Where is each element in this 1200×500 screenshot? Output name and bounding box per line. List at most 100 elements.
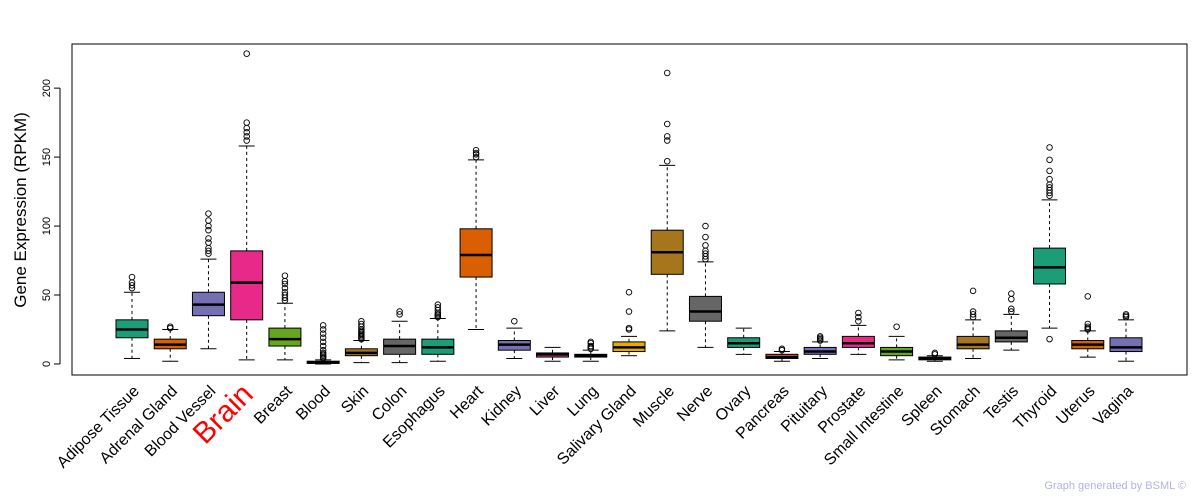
outlier-point — [1008, 305, 1015, 313]
outlier-point — [1046, 175, 1053, 183]
outlier-point — [166, 323, 174, 330]
outlier-point — [663, 69, 671, 77]
box-muscle — [650, 69, 684, 332]
x-tick-label: Kidney — [479, 383, 526, 430]
outlier-point — [358, 317, 365, 325]
box-ovary — [727, 327, 761, 355]
box-thyroid — [1033, 144, 1067, 343]
box-pancreas — [765, 345, 799, 362]
outlier-point — [243, 129, 250, 136]
box-lung — [574, 338, 608, 362]
outlier-point — [969, 311, 977, 318]
outlier-point — [1122, 311, 1130, 318]
y-tick-label: 50 — [41, 289, 53, 301]
outlier-point — [358, 320, 365, 328]
outlier-point — [587, 342, 595, 350]
outlier-point — [281, 284, 289, 292]
outlier-point — [1084, 320, 1092, 328]
outlier-point — [931, 349, 939, 357]
iqr-box — [956, 335, 990, 350]
iqr-box — [1033, 247, 1067, 285]
outlier-point — [434, 304, 442, 311]
outlier-point — [205, 210, 212, 217]
box-nerve — [688, 222, 722, 348]
iqr-box — [841, 335, 875, 348]
box-adrenal-gland — [153, 323, 187, 362]
x-tick-label: Liver — [527, 382, 564, 419]
outlier-point — [205, 247, 212, 255]
outlier-point — [319, 342, 327, 350]
footer-credit: Graph generated by BSML © — [1044, 480, 1186, 492]
y-axis: 0 50 100 150 200 — [41, 79, 61, 367]
outlier-point — [511, 317, 518, 325]
outlier-point — [855, 309, 862, 317]
outlier-point — [1046, 144, 1053, 151]
outlier-point — [702, 250, 709, 257]
box-blood-vessel — [191, 210, 225, 350]
outlier-point — [816, 333, 824, 340]
outlier-point — [1084, 323, 1092, 330]
outlier-point — [702, 222, 709, 230]
outlier-point — [243, 137, 250, 144]
outlier-point — [319, 338, 327, 346]
outlier-point — [243, 119, 250, 126]
outlier-point — [702, 233, 709, 241]
outlier-point — [663, 157, 671, 165]
box-pituitary — [803, 333, 837, 359]
outlier-point — [281, 272, 289, 279]
outlier-point — [396, 308, 403, 315]
iqr-box — [688, 295, 722, 322]
iqr-box — [230, 250, 264, 321]
outlier-point — [663, 120, 671, 128]
y-axis-title: Gene Expression (RPKM) — [11, 112, 30, 308]
outlier-point — [243, 133, 250, 140]
outlier-point — [319, 346, 327, 354]
iqr-box — [459, 228, 493, 278]
outlier-point — [893, 323, 900, 330]
box-spleen — [918, 349, 952, 362]
outlier-point — [587, 338, 595, 346]
outlier-point — [663, 133, 671, 140]
y-tick-label: 0 — [41, 361, 53, 367]
box-heart — [459, 146, 493, 330]
outlier-point — [243, 50, 250, 57]
box-skin — [344, 317, 378, 364]
plot-frame — [71, 43, 1188, 376]
y-tick-label: 150 — [41, 148, 53, 166]
outlier-point — [625, 324, 633, 332]
outlier-point — [396, 311, 403, 318]
box-series — [115, 50, 1143, 365]
outlier-point — [1046, 167, 1053, 175]
outlier-point — [205, 239, 212, 246]
box-prostate — [841, 309, 875, 355]
outlier-point — [205, 235, 212, 242]
iqr-box — [1109, 337, 1143, 353]
outlier-point — [281, 280, 289, 288]
box-vagina — [1109, 311, 1143, 362]
outlier-point — [205, 226, 212, 234]
outlier-point — [855, 317, 862, 325]
outlier-point — [319, 349, 327, 357]
box-stomach — [956, 287, 990, 359]
box-adipose-tissue — [115, 273, 149, 359]
box-small-intestine — [880, 323, 914, 361]
outlier-point — [969, 308, 977, 315]
x-tick-label: Blood — [293, 383, 334, 424]
outlier-point — [625, 308, 633, 315]
outlier-point — [663, 137, 671, 144]
outlier-point — [472, 153, 480, 161]
box-brain — [230, 50, 264, 361]
outlier-point — [702, 242, 709, 249]
box-colon — [383, 308, 417, 364]
iqr-box — [268, 327, 302, 347]
x-tick-label: Thyroid — [1011, 383, 1061, 433]
y-tick-label: 200 — [41, 79, 53, 97]
outlier-point — [778, 345, 786, 353]
outlier-point — [281, 291, 289, 299]
outlier-point — [1084, 293, 1092, 300]
outlier-point — [319, 334, 327, 342]
x-tick-label: Vagina — [1090, 383, 1136, 429]
box-liver — [536, 346, 570, 362]
